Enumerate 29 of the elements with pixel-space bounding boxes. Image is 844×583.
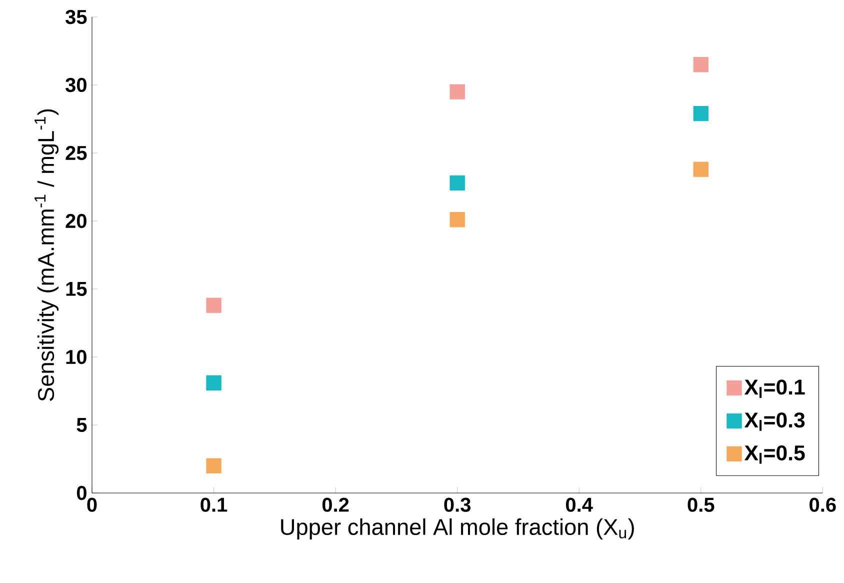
point <box>450 175 465 191</box>
y-tick-label: 5 <box>76 418 87 432</box>
x-tick-label: 0.2 <box>322 498 349 512</box>
point <box>206 298 222 313</box>
y-tick-label: 0 <box>76 486 86 500</box>
x-tick-label: 0.5 <box>688 498 714 512</box>
y-tick-label: 20 <box>66 214 86 228</box>
x-axis-title: Upper channel Al mole fraction (X$_{u}$) <box>281 518 634 540</box>
x-tick-label: 0.3 <box>444 498 471 512</box>
y-tick-label: 30 <box>66 78 86 92</box>
x-tick-label: 0.4 <box>566 498 593 512</box>
legend-label: X$_{l}$=0.1 <box>744 380 805 398</box>
point <box>693 106 708 122</box>
point <box>206 375 222 390</box>
point <box>206 458 222 474</box>
point <box>693 162 708 177</box>
x-tick-label: 0.1 <box>200 498 228 512</box>
legend-label: X$_{l}$=0.3 <box>744 412 805 431</box>
legend-label: X$_{l}$=0.5 <box>744 445 805 464</box>
y-tick-label: 35 <box>66 10 87 24</box>
x-tick-label: 0 <box>87 498 97 512</box>
point <box>693 57 708 72</box>
y-tick-label: 10 <box>66 350 86 364</box>
y-axis-title: Sensitivity (mA.mm$^{-1}$ / mgL$^{-1}$) <box>34 109 59 401</box>
x-tick-label: 0.6 <box>810 498 836 512</box>
point <box>450 84 465 100</box>
y-tick-label: 15 <box>66 282 87 296</box>
y-tick-label: 25 <box>66 146 87 160</box>
point <box>450 212 465 228</box>
